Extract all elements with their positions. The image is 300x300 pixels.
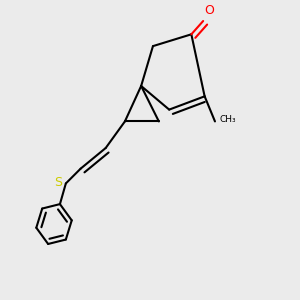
Text: CH₃: CH₃ [219,116,236,124]
Text: O: O [205,4,214,17]
Text: S: S [54,176,62,189]
